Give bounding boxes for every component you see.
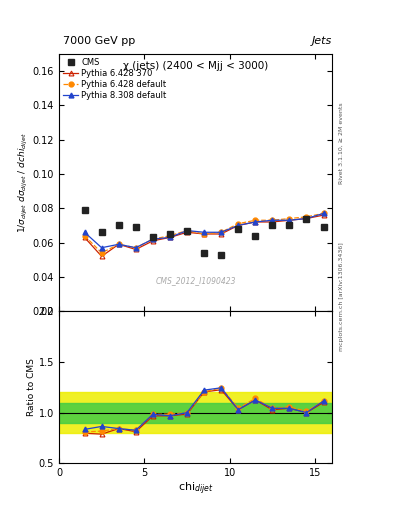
- CMS: [321, 224, 326, 230]
- Pythia 6.428 default: [236, 221, 241, 227]
- CMS: [270, 222, 275, 228]
- Line: Pythia 8.308 default: Pythia 8.308 default: [82, 211, 326, 250]
- Pythia 6.428 default: [287, 216, 292, 222]
- CMS: [185, 227, 189, 233]
- Pythia 8.308 default: [167, 234, 172, 241]
- Pythia 6.428 370: [82, 234, 87, 241]
- Pythia 8.308 default: [321, 210, 326, 217]
- Pythia 8.308 default: [304, 216, 309, 222]
- Pythia 6.428 370: [133, 246, 138, 252]
- X-axis label: chi$_{dijet}$: chi$_{dijet}$: [178, 481, 213, 497]
- Bar: [59, 392, 332, 433]
- Pythia 6.428 default: [321, 210, 326, 217]
- Y-axis label: Ratio to CMS: Ratio to CMS: [27, 358, 36, 416]
- Pythia 6.428 default: [82, 232, 87, 239]
- Pythia 8.308 default: [236, 222, 241, 228]
- Pythia 8.308 default: [133, 245, 138, 251]
- CMS: [202, 250, 206, 256]
- CMS: [236, 226, 241, 232]
- Pythia 6.428 370: [270, 219, 275, 225]
- Pythia 6.428 default: [151, 236, 155, 242]
- Y-axis label: $1/\sigma_{dijet}\ d\sigma_{dijet}\ /\ dchi_{dijet}$: $1/\sigma_{dijet}\ d\sigma_{dijet}\ /\ d…: [17, 132, 30, 233]
- Pythia 8.308 default: [82, 229, 87, 236]
- Pythia 6.428 default: [304, 214, 309, 220]
- CMS: [253, 232, 258, 239]
- Pythia 6.428 370: [116, 241, 121, 247]
- CMS: [167, 231, 172, 237]
- Pythia 6.428 370: [253, 219, 258, 225]
- Pythia 6.428 default: [270, 217, 275, 223]
- Pythia 6.428 370: [219, 231, 224, 237]
- Pythia 6.428 370: [304, 216, 309, 222]
- CMS: [133, 224, 138, 230]
- CMS: [151, 234, 155, 241]
- Pythia 6.428 370: [99, 253, 104, 260]
- Pythia 6.428 370: [236, 222, 241, 228]
- Text: 7000 GeV pp: 7000 GeV pp: [63, 36, 135, 46]
- Pythia 6.428 default: [219, 229, 224, 236]
- CMS: [287, 222, 292, 228]
- Pythia 8.308 default: [253, 219, 258, 225]
- Line: Pythia 6.428 370: Pythia 6.428 370: [82, 212, 326, 259]
- Pythia 6.428 370: [167, 234, 172, 241]
- Text: CMS_2012_I1090423: CMS_2012_I1090423: [155, 276, 236, 285]
- Text: Rivet 3.1.10, ≥ 2M events: Rivet 3.1.10, ≥ 2M events: [339, 102, 344, 184]
- Line: Pythia 6.428 default: Pythia 6.428 default: [82, 211, 326, 255]
- CMS: [116, 222, 121, 228]
- Pythia 6.428 370: [202, 231, 206, 237]
- Pythia 6.428 370: [151, 238, 155, 244]
- Text: mcplots.cern.ch [arXiv:1306.3436]: mcplots.cern.ch [arXiv:1306.3436]: [339, 243, 344, 351]
- CMS: [82, 207, 87, 213]
- Pythia 6.428 default: [116, 241, 121, 247]
- Text: Jets: Jets: [312, 36, 332, 46]
- Pythia 6.428 370: [287, 217, 292, 223]
- CMS: [99, 229, 104, 236]
- Pythia 8.308 default: [202, 229, 206, 236]
- Pythia 8.308 default: [219, 229, 224, 236]
- Pythia 6.428 370: [321, 212, 326, 218]
- CMS: [304, 216, 309, 222]
- Pythia 6.428 default: [133, 245, 138, 251]
- Pythia 8.308 default: [185, 227, 189, 233]
- Text: χ (jets) (2400 < Mjj < 3000): χ (jets) (2400 < Mjj < 3000): [123, 61, 268, 72]
- Line: CMS: CMS: [81, 207, 327, 258]
- Pythia 8.308 default: [270, 217, 275, 223]
- Legend: CMS, Pythia 6.428 370, Pythia 6.428 default, Pythia 8.308 default: CMS, Pythia 6.428 370, Pythia 6.428 defa…: [61, 56, 168, 102]
- CMS: [219, 251, 224, 258]
- Pythia 6.428 default: [99, 250, 104, 256]
- Pythia 6.428 default: [185, 227, 189, 233]
- Pythia 8.308 default: [287, 217, 292, 223]
- Pythia 6.428 default: [253, 217, 258, 223]
- Pythia 6.428 default: [167, 232, 172, 239]
- Pythia 6.428 370: [185, 229, 189, 236]
- Pythia 8.308 default: [99, 245, 104, 251]
- Pythia 6.428 default: [202, 231, 206, 237]
- Pythia 8.308 default: [116, 241, 121, 247]
- Bar: [59, 402, 332, 423]
- Pythia 8.308 default: [151, 236, 155, 242]
